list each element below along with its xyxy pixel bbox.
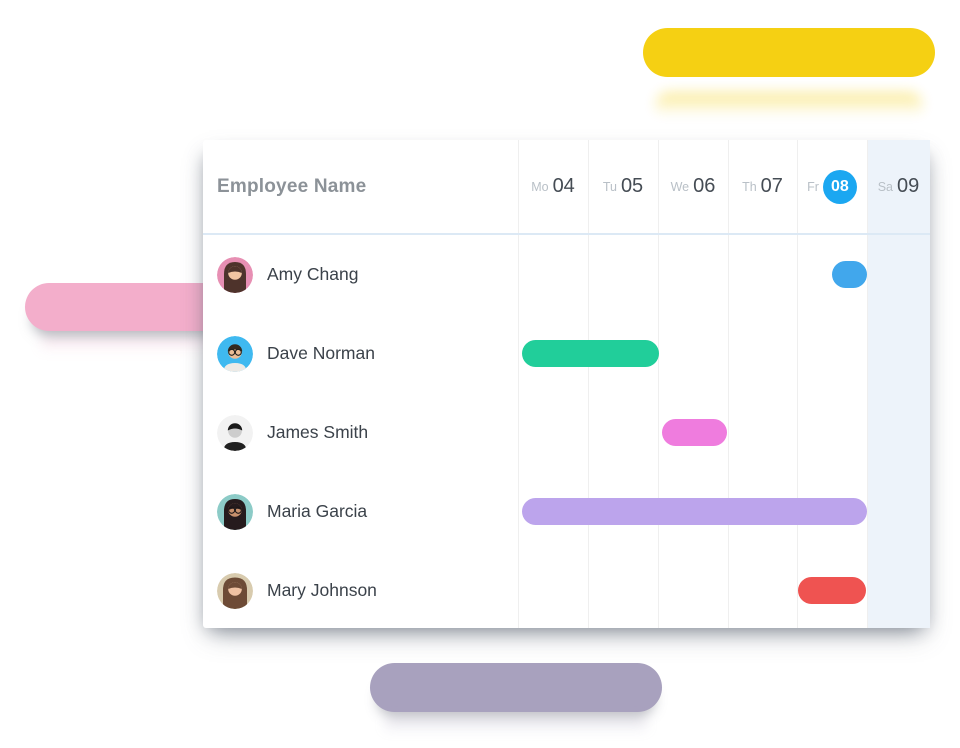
- avatar: [217, 414, 253, 451]
- schedule-bar[interactable]: [522, 498, 867, 525]
- day-number: 07: [760, 175, 783, 197]
- day-header-we-06: We 06: [658, 140, 728, 233]
- day-number: 06: [693, 175, 716, 197]
- decor-pill-yellow: [643, 28, 935, 77]
- schedule-bar[interactable]: [522, 340, 659, 367]
- employee-name: Amy Chang: [267, 264, 359, 284]
- decor-pill-purple-reflection: [384, 718, 648, 736]
- scheduler-card: Employee Name Mo 04 Tu 05 We 06 Th 07 Fr…: [203, 140, 930, 628]
- day-header-mo-04: Mo 04: [518, 140, 588, 233]
- employee-row: Mary Johnson: [203, 551, 930, 630]
- day-abbr: We: [670, 179, 690, 194]
- day-number: 04: [552, 175, 575, 197]
- day-header-tu-05: Tu 05: [588, 140, 658, 233]
- grid-line: [728, 140, 729, 628]
- employee-row: Dave Norman: [203, 314, 930, 393]
- day-number: 09: [897, 175, 920, 197]
- glasses: [228, 348, 242, 356]
- grid-line: [867, 140, 868, 628]
- employee-row: Amy Chang: [203, 235, 930, 314]
- day-abbr: Th: [742, 179, 757, 194]
- grid-line: [658, 140, 659, 628]
- decor-pill-purple: [370, 663, 662, 712]
- grid-line: [518, 140, 519, 628]
- day-header-th-07: Th 07: [728, 140, 797, 233]
- glasses: [228, 506, 242, 514]
- weekend-column-highlight: [867, 140, 930, 628]
- employee-name: Maria Garcia: [267, 501, 368, 521]
- scheduler-rows: Amy Chang: [203, 235, 930, 630]
- today-indicator: 08: [822, 169, 857, 204]
- decor-pill-yellow-reflection: [655, 92, 923, 120]
- decor-pill-pink-reflection: [40, 336, 220, 356]
- employee-row: James Smith: [203, 393, 930, 472]
- day-number: 05: [620, 175, 644, 197]
- avatar: [217, 493, 253, 530]
- avatar: [217, 335, 253, 372]
- avatar: [217, 256, 253, 293]
- employee-name-column-header: Employee Name: [217, 175, 367, 197]
- scheduler-header: Employee Name Mo 04 Tu 05 We 06 Th 07 Fr…: [203, 140, 930, 235]
- day-abbr: Tu: [602, 179, 617, 194]
- schedule-bar[interactable]: [832, 261, 867, 288]
- day-abbr: Fr: [807, 179, 819, 194]
- employee-name: Mary Johnson: [267, 580, 377, 600]
- day-header-fr-08-today: Fr 08: [797, 140, 867, 233]
- day-header-sa-09: Sa 09: [867, 140, 930, 233]
- schedule-bar[interactable]: [662, 419, 727, 446]
- avatar: [217, 572, 253, 609]
- schedule-bar[interactable]: [798, 577, 866, 604]
- employee-row: Maria Garcia: [203, 472, 930, 551]
- grid-line: [588, 140, 589, 628]
- day-abbr: Sa: [877, 179, 894, 194]
- grid-line: [797, 140, 798, 628]
- day-abbr: Mo: [531, 179, 549, 194]
- employee-name: James Smith: [267, 422, 369, 442]
- employee-name: Dave Norman: [267, 343, 375, 363]
